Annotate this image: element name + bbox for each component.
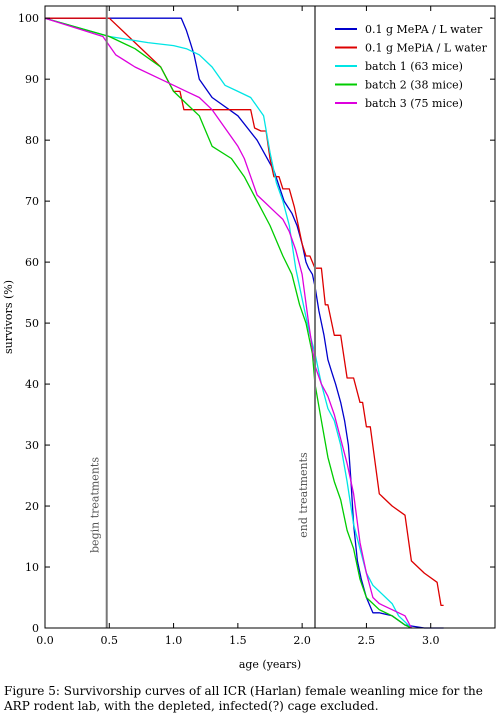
y-tick-label: 80: [25, 134, 39, 147]
y-tick-label: 0: [32, 622, 39, 635]
y-tick-label: 20: [25, 500, 39, 513]
x-tick-label: 3.0: [422, 634, 440, 647]
x-tick-label: 1.5: [229, 634, 247, 647]
legend-label: batch 2 (38 mice): [365, 79, 463, 92]
survivorship-chart: begin treatments end treatments 0.0 0.5 1.0…: [2, 5, 496, 671]
series-line-4: [44, 17, 412, 629]
plot-frame: [44, 5, 496, 629]
legend: 0.1 g MePA / L water 0.1 g MePiA / L wate…: [335, 23, 488, 110]
legend-label: 0.1 g MePA / L water: [365, 23, 483, 36]
x-tick-label: 2.0: [293, 634, 311, 647]
y-tick-label: 30: [25, 439, 39, 452]
x-tick-label: 0.0: [36, 634, 54, 647]
figure-caption: Figure 5: Survivorship curves of all ICR…: [4, 684, 483, 713]
y-tick-label: 10: [25, 561, 39, 574]
y-tick-label: 50: [25, 317, 39, 330]
y-tick-label: 100: [18, 12, 39, 25]
y-tick-label: 90: [25, 73, 39, 86]
legend-label: 0.1 g MePiA / L water: [365, 42, 488, 55]
treatment-annotation: begin treatments: [89, 457, 102, 553]
x-tick-label: 2.5: [358, 634, 376, 647]
series-layer: [44, 17, 444, 629]
treatment-lines: begin treatments end treatments: [89, 6, 316, 628]
axis-ticks: 0.0 0.5 1.0 1.5 2.0 2.5 3.0 0 10 20 30 40 50 60 70 80 90…: [18, 6, 495, 647]
legend-label: batch 1 (63 mice): [365, 60, 463, 73]
series-line-5: [44, 17, 412, 629]
x-axis-label: age (years): [239, 658, 301, 671]
y-tick-label: 60: [25, 256, 39, 269]
treatment-annotation: end treatments: [297, 452, 310, 538]
x-tick-label: 1.0: [165, 634, 183, 647]
y-axis-label: survivors (%): [2, 280, 15, 354]
y-tick-label: 70: [25, 195, 39, 208]
y-tick-label: 40: [25, 378, 39, 391]
legend-label: batch 3 (75 mice): [365, 97, 463, 110]
x-tick-label: 0.5: [101, 634, 119, 647]
